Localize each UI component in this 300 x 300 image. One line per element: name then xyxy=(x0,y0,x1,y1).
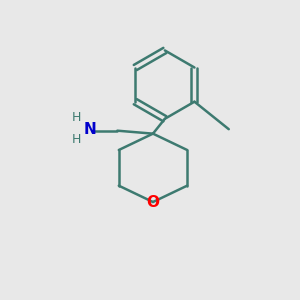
Text: H: H xyxy=(72,133,81,146)
Text: O: O xyxy=(146,194,160,209)
Text: H: H xyxy=(72,111,81,124)
Text: N: N xyxy=(84,122,96,137)
